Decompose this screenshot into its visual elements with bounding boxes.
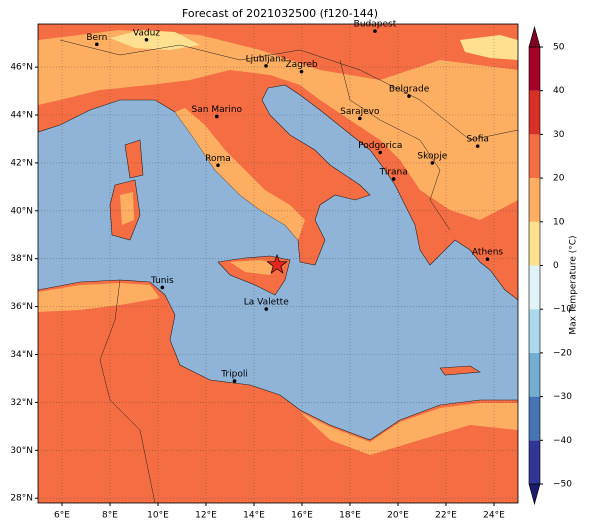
colorbar-tick-label: 40 bbox=[553, 86, 565, 96]
city-label: Belgrade bbox=[389, 85, 430, 95]
colorbar-segment bbox=[529, 134, 540, 179]
colorbar-tick-label: 20 bbox=[553, 174, 565, 184]
y-tick-label: 46°N bbox=[10, 63, 33, 73]
x-tick-label: 16°E bbox=[291, 511, 313, 521]
city-dot bbox=[264, 307, 269, 311]
city-label: Zagreb bbox=[285, 60, 317, 70]
x-tick-label: 14°E bbox=[243, 511, 265, 521]
colorbar-segment bbox=[529, 396, 540, 441]
city-label: Sofia bbox=[466, 135, 488, 145]
city-dot bbox=[391, 177, 396, 181]
city-label: La Valette bbox=[244, 298, 289, 308]
y-tick-label: 34°N bbox=[10, 350, 33, 360]
y-tick-label: 36°N bbox=[10, 302, 33, 312]
y-tick-label: 40°N bbox=[10, 206, 33, 216]
colorbar-tick-label: −30 bbox=[553, 392, 572, 402]
city-dot bbox=[95, 42, 99, 47]
x-tick-label: 22°E bbox=[435, 511, 457, 521]
y-tick-label: 28°N bbox=[10, 494, 33, 504]
y-tick-label: 44°N bbox=[10, 111, 33, 121]
city-label: Tirana bbox=[379, 167, 408, 177]
colorbar-tick-label: 0 bbox=[553, 261, 559, 271]
x-tick-label: 8°E bbox=[102, 511, 118, 521]
y-tick-label: 38°N bbox=[10, 254, 33, 264]
city-label: Vaduz bbox=[133, 28, 160, 38]
city-dot bbox=[160, 285, 165, 290]
city-dot bbox=[232, 379, 237, 383]
city-label: Podgorica bbox=[358, 141, 402, 151]
border bbox=[99, 279, 156, 503]
city-dot bbox=[407, 94, 411, 98]
colorbar-tick-label: −50 bbox=[553, 480, 572, 490]
city-label: Sarajevo bbox=[340, 107, 380, 117]
city-label: Skopje bbox=[417, 151, 447, 161]
colorbar-segment bbox=[529, 221, 540, 266]
city-label: Budapest bbox=[354, 20, 397, 30]
city-label: Tripoli bbox=[220, 370, 248, 380]
colorbar-label: Max Temperature (°C) bbox=[569, 235, 579, 334]
colorbar-tick-label: 10 bbox=[553, 217, 565, 227]
city-dot bbox=[215, 114, 219, 119]
star-marker bbox=[266, 253, 288, 274]
warm-zone bbox=[230, 260, 280, 275]
city-label: Roma bbox=[205, 154, 231, 164]
y-tick-label: 32°N bbox=[10, 398, 33, 408]
x-tick-label: 10°E bbox=[147, 511, 169, 521]
city-dot bbox=[144, 38, 149, 42]
colorbar-extend-high bbox=[528, 25, 541, 48]
warm-zone bbox=[38, 283, 160, 312]
colorbar-segment bbox=[529, 309, 540, 353]
city-label: San Marino bbox=[192, 105, 243, 115]
city-dot bbox=[216, 163, 220, 168]
mild-zone bbox=[110, 30, 200, 50]
colorbar-extend-low bbox=[528, 483, 541, 506]
city-dot bbox=[475, 144, 480, 148]
mild-zone bbox=[460, 35, 518, 60]
city-dot bbox=[485, 257, 490, 261]
y-tick-label: 30°N bbox=[10, 446, 33, 456]
colorbar-tick-label: −20 bbox=[553, 348, 572, 358]
city-dot bbox=[264, 64, 268, 68]
city-label: Tunis bbox=[150, 276, 174, 286]
title: Forecast of 2021032500 (f120-144) bbox=[182, 7, 378, 20]
x-tick-label: 6°E bbox=[54, 511, 70, 521]
colorbar-segment bbox=[529, 47, 540, 91]
warm-zone bbox=[300, 403, 518, 455]
city-label: Ljubljana bbox=[246, 54, 287, 64]
border bbox=[59, 39, 518, 141]
warm-zone bbox=[120, 192, 134, 225]
colorbar-segment bbox=[529, 265, 540, 310]
x-tick-label: 20°E bbox=[387, 511, 409, 521]
colorbar-tick-label: −10 bbox=[553, 305, 572, 315]
x-tick-label: 12°E bbox=[195, 511, 217, 521]
warm-zone bbox=[38, 30, 518, 220]
colorbar-tick-label: −40 bbox=[553, 436, 572, 446]
colorbar-segment bbox=[529, 90, 540, 135]
crete bbox=[439, 365, 481, 376]
colorbar-tick-label: 50 bbox=[553, 43, 565, 53]
city-label: Bern bbox=[86, 33, 107, 43]
x-tick-label: 18°E bbox=[339, 511, 361, 521]
corsica bbox=[124, 139, 144, 179]
city-dot bbox=[378, 150, 383, 155]
city-dot bbox=[358, 116, 362, 121]
city-dot bbox=[373, 29, 377, 33]
y-tick-label: 42°N bbox=[10, 158, 33, 168]
colorbar-tick-label: 30 bbox=[553, 130, 565, 140]
warm-zone bbox=[175, 108, 305, 240]
colorbar-segment bbox=[529, 440, 540, 484]
colorbar-segment bbox=[529, 352, 540, 397]
city-label: Athens bbox=[472, 248, 503, 258]
map-frame bbox=[37, 23, 519, 504]
x-tick-label: 24°E bbox=[483, 511, 505, 521]
city-dot bbox=[430, 161, 435, 165]
city-dot bbox=[299, 69, 304, 74]
colorbar-segment bbox=[529, 178, 540, 222]
